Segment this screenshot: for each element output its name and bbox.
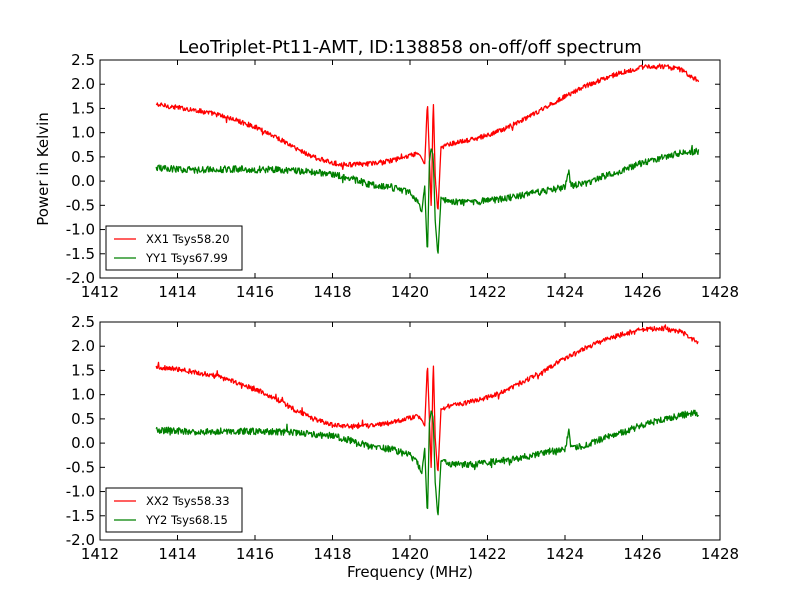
series-line-yy: [155, 144, 700, 254]
y-tick-label: 1.5: [71, 99, 95, 117]
series-line-yy: [155, 409, 700, 516]
x-tick-label: 1416: [236, 545, 274, 563]
y-tick-label: -1.5: [66, 507, 95, 525]
y-tick-label: -1.5: [66, 245, 95, 263]
y-tick-label: -2.0: [66, 269, 95, 287]
x-tick-label: 1420: [391, 283, 429, 301]
y-tick-label: 0.5: [71, 410, 95, 428]
y-tick-label: -2.0: [66, 531, 95, 549]
y-tick-label: 0.0: [71, 172, 95, 190]
y-tick-label: 2.5: [71, 313, 95, 331]
legend-box: [105, 487, 243, 533]
series-line-xx: [155, 63, 700, 210]
y-tick-label: 2.0: [71, 337, 95, 355]
y-tick-label: 2.5: [71, 51, 95, 69]
x-tick-label: 1424: [546, 545, 584, 563]
legend-label: YY2 Tsys68.15: [145, 513, 228, 527]
x-tick-label: 1428: [701, 545, 739, 563]
top-panel: 1412 1414 1416 1418 1420 1422 1424 1426 1428 -2.0…: [66, 51, 739, 301]
y-tick-label: 0.0: [71, 434, 95, 452]
x-tick-label: 1414: [158, 283, 196, 301]
x-tick-label: 1424: [546, 283, 584, 301]
x-tick-label: 1416: [236, 283, 274, 301]
x-tick-label: 1422: [468, 283, 506, 301]
y-tick-label: 2.0: [71, 75, 95, 93]
y-tick-label: -1.0: [66, 483, 95, 501]
x-tick-label: 1426: [623, 283, 661, 301]
y-tick-label: -1.0: [66, 221, 95, 239]
x-tick-label: 1412: [81, 283, 119, 301]
bottom-panel: 1412 1414 1416 1418 1420 1422 1424 1426 1428 -2.0…: [66, 313, 739, 563]
x-tick-label: 1420: [391, 545, 429, 563]
legend-box: [105, 225, 243, 271]
y-tick-label: -0.5: [66, 196, 95, 214]
chart-title: LeoTriplet-Pt11-AMT, ID:138858 on-off/of…: [178, 37, 642, 58]
y-tick-label: -0.5: [66, 458, 95, 476]
y-tick-label: 1.5: [71, 361, 95, 379]
x-tick-label: 1414: [158, 545, 196, 563]
y-tick-label: 0.5: [71, 148, 95, 166]
y-tick-label: 1.0: [71, 124, 95, 142]
series-line-xx: [155, 324, 699, 472]
y-axis-label: Power in Kelvin: [34, 112, 52, 226]
legend-label: XX2 Tsys58.33: [146, 494, 230, 508]
x-tick-label: 1428: [701, 283, 739, 301]
x-axis-label: Frequency (MHz): [347, 563, 473, 581]
y-tick-label: 1.0: [71, 386, 95, 404]
x-tick-label: 1418: [313, 545, 351, 563]
legend-label: YY1 Tsys67.99: [145, 251, 228, 265]
legend-label: XX1 Tsys58.20: [146, 232, 230, 246]
x-tick-label: 1418: [313, 283, 351, 301]
x-tick-label: 1412: [81, 545, 119, 563]
x-tick-label: 1426: [623, 545, 661, 563]
x-tick-label: 1422: [468, 545, 506, 563]
